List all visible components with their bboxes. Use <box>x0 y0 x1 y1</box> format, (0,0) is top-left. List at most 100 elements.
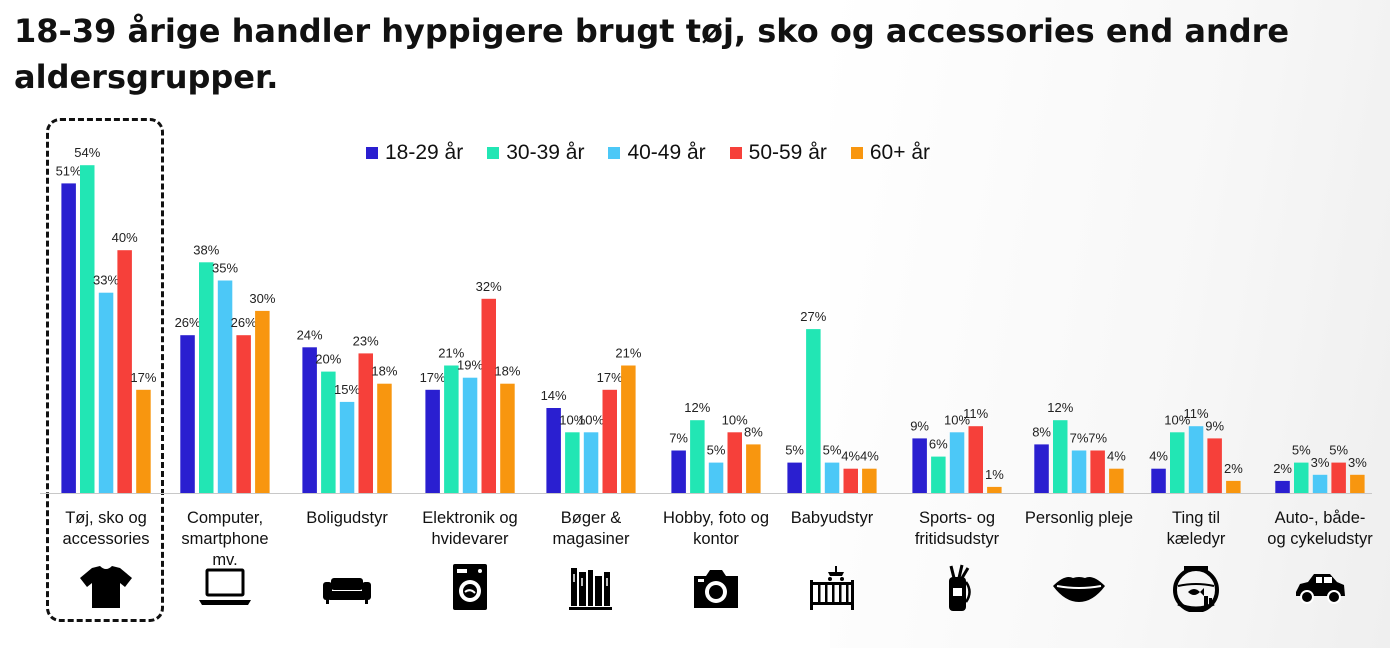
data-label: 26% <box>231 315 257 330</box>
data-label: 4% <box>841 449 860 464</box>
bar <box>602 389 617 493</box>
legend-label: 40-49 år <box>627 141 706 164</box>
bar <box>180 335 195 493</box>
data-label: 8% <box>744 424 763 439</box>
data-label: 15% <box>334 382 360 397</box>
tshirt-icon <box>76 562 136 612</box>
background-fade <box>830 0 1390 648</box>
data-label: 5% <box>823 443 842 458</box>
data-label: 4% <box>860 449 879 464</box>
data-label: 5% <box>1329 443 1348 458</box>
bar <box>1294 462 1309 493</box>
bar <box>500 383 515 493</box>
data-label: 12% <box>1047 400 1073 415</box>
data-label: 26% <box>175 315 201 330</box>
data-label: 4% <box>1107 449 1126 464</box>
bar <box>787 462 802 493</box>
bar <box>806 329 821 493</box>
bar <box>1331 462 1346 493</box>
data-label: 20% <box>315 352 341 367</box>
data-label: 6% <box>929 437 948 452</box>
data-label: 40% <box>112 230 138 245</box>
data-label: 27% <box>800 309 826 324</box>
category-label-line: Computer, <box>186 509 264 527</box>
data-label: 10% <box>944 412 970 427</box>
legend-swatch <box>608 147 621 159</box>
bar <box>1275 480 1290 493</box>
category-label-line: mv. <box>212 551 238 569</box>
legend-swatch <box>850 147 863 159</box>
category-label-line: smartphone <box>181 530 269 548</box>
category-label-line: fritidsudstyr <box>914 530 1000 548</box>
data-label: 14% <box>541 388 567 403</box>
data-label: 5% <box>1292 443 1311 458</box>
bar <box>949 432 965 493</box>
data-label: 10% <box>722 412 748 427</box>
legend: 18-29 år 30-39 år 40-49 år 50-59 år 60+ år <box>366 140 930 166</box>
bar <box>987 486 1002 493</box>
category-label-line: Personlig pleje <box>1024 509 1134 527</box>
bar <box>80 165 95 493</box>
category-label-line: Bøger & <box>560 509 622 527</box>
data-label: 4% <box>1149 449 1168 464</box>
bar <box>1053 420 1068 493</box>
data-label: 9% <box>1205 418 1224 433</box>
category-label: Personlig pleje <box>1019 508 1139 529</box>
data-label: 18% <box>494 364 520 379</box>
bar <box>236 335 251 493</box>
bar <box>1170 432 1185 493</box>
category-label-line: Ting til <box>1172 509 1220 527</box>
chart-title: 18-39 årige handler hyppigere brugt tøj,… <box>14 12 1290 96</box>
bar <box>968 426 983 493</box>
data-label: 19% <box>457 358 483 373</box>
data-label: 32% <box>476 279 502 294</box>
bar <box>1071 450 1087 493</box>
data-label: 38% <box>193 242 219 257</box>
bar <box>565 432 580 493</box>
legend-item: 40-49 år <box>608 141 706 165</box>
bar <box>1090 450 1105 493</box>
category-label-line: Tøj, sko og <box>65 509 147 527</box>
data-label: 10% <box>578 412 604 427</box>
bar <box>1188 426 1204 493</box>
bar <box>1226 480 1241 493</box>
fishbowl-icon <box>1166 562 1226 613</box>
category-label: Babyudstyr <box>772 508 892 529</box>
bar <box>583 432 599 493</box>
books-icon <box>561 562 621 612</box>
bar <box>302 347 317 493</box>
bar <box>255 310 270 493</box>
data-label: 24% <box>297 327 323 342</box>
category-label-line: hvidevarer <box>431 530 509 548</box>
category-label: Elektronik og hvidevarer <box>410 508 530 550</box>
category-label-line: kæledyr <box>1166 530 1226 548</box>
data-label: 1% <box>985 467 1004 482</box>
category-label: Hobby, foto og kontor <box>656 508 776 550</box>
bar <box>843 468 858 493</box>
category-label-line: Hobby, foto og <box>662 509 770 527</box>
data-label: 7% <box>1088 431 1107 446</box>
bar <box>671 450 686 493</box>
category-label-line: Elektronik og <box>422 509 518 527</box>
data-label: 30% <box>249 291 275 306</box>
car-icon <box>1290 562 1350 612</box>
legend-label: 30-39 år <box>506 141 585 164</box>
bar <box>708 462 724 493</box>
bar <box>377 383 392 493</box>
legend-item: 60+ år <box>850 141 930 165</box>
category-label: Auto-, både-og cykeludstyr <box>1260 508 1380 550</box>
bar <box>462 377 478 493</box>
data-label: 5% <box>785 443 804 458</box>
bar <box>481 298 496 493</box>
highlight-box <box>46 118 164 622</box>
category-label-line: accessories <box>62 530 150 548</box>
data-label: 17% <box>420 370 446 385</box>
category-label-line: Auto-, både- <box>1274 509 1366 527</box>
data-label: 17% <box>130 370 156 385</box>
data-label: 35% <box>212 261 238 276</box>
category-label: Boligudstyr <box>287 508 407 529</box>
data-label: 7% <box>669 431 688 446</box>
bar <box>1034 444 1049 493</box>
bar <box>425 389 440 493</box>
data-label: 21% <box>438 346 464 361</box>
